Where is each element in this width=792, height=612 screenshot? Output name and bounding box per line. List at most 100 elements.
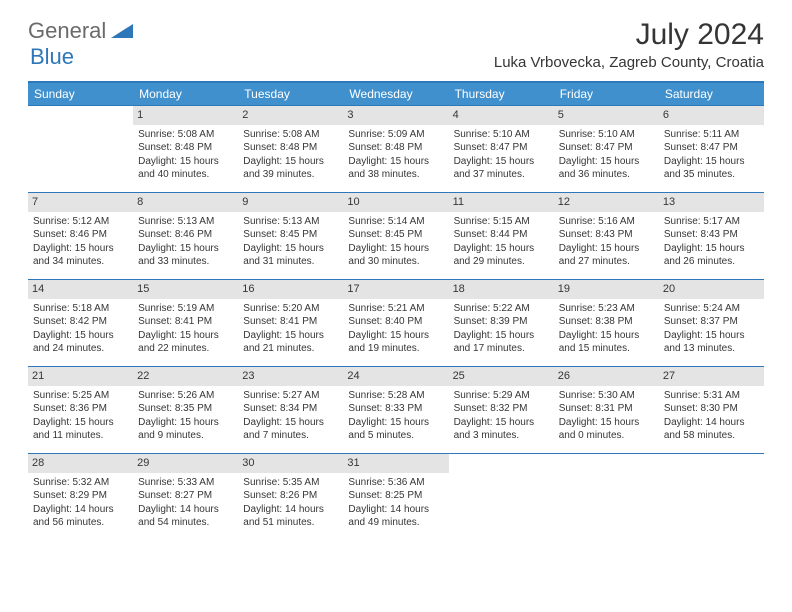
header: General July 2024 Luka Vrbovecka, Zagreb… [0, 0, 792, 75]
daylight-text: Daylight: 15 hours and 34 minutes. [33, 242, 128, 269]
sunrise-text: Sunrise: 5:22 AM [454, 302, 549, 316]
sunset-text: Sunset: 8:38 PM [559, 315, 654, 329]
sunrise-text: Sunrise: 5:20 AM [243, 302, 338, 316]
sunrise-text: Sunrise: 5:16 AM [559, 215, 654, 229]
daylight-text: Daylight: 15 hours and 7 minutes. [243, 416, 338, 443]
day-cell: 3Sunrise: 5:09 AMSunset: 8:48 PMDaylight… [343, 106, 448, 192]
sunset-text: Sunset: 8:46 PM [33, 228, 128, 242]
logo-text-blue: Blue [30, 44, 74, 69]
weekday-cell: Friday [554, 83, 659, 105]
day-cell: 9Sunrise: 5:13 AMSunset: 8:45 PMDaylight… [238, 193, 343, 279]
day-cell: 20 Sunrise: 5:24 AMSunset: 8:37 PMDayligh… [659, 280, 764, 366]
sunset-text: Sunset: 8:43 PM [664, 228, 759, 242]
daylight-text: Daylight: 14 hours and 58 minutes. [664, 416, 759, 443]
day-number: 19 [554, 280, 659, 299]
daylight-text: Daylight: 15 hours and 29 minutes. [454, 242, 549, 269]
daylight-text: Daylight: 15 hours and 11 minutes. [33, 416, 128, 443]
sunrise-text: Sunrise: 5:19 AM [138, 302, 233, 316]
sunset-text: Sunset: 8:41 PM [243, 315, 338, 329]
sunrise-text: Sunrise: 5:17 AM [664, 215, 759, 229]
weeks-container: 1Sunrise: 5:08 AMSunset: 8:48 PMDaylight… [28, 105, 764, 540]
sunset-text: Sunset: 8:31 PM [559, 402, 654, 416]
daylight-text: Daylight: 15 hours and 36 minutes. [559, 155, 654, 182]
sunrise-text: Sunrise: 5:24 AM [664, 302, 759, 316]
day-cell: 31Sunrise: 5:36 AMSunset: 8:25 PMDayligh… [343, 454, 448, 540]
day-number: 23 [238, 367, 343, 386]
logo-text-general: General [28, 18, 106, 44]
sunset-text: Sunset: 8:37 PM [664, 315, 759, 329]
day-number: 21 [28, 367, 133, 386]
sunset-text: Sunset: 8:27 PM [138, 489, 233, 503]
day-number: 20 [659, 280, 764, 299]
sunset-text: Sunset: 8:46 PM [138, 228, 233, 242]
day-number: 2 [238, 106, 343, 125]
daylight-text: Daylight: 15 hours and 15 minutes. [559, 329, 654, 356]
day-number: 28 [28, 454, 133, 473]
day-cell: 28Sunrise: 5:32 AMSunset: 8:29 PMDayligh… [28, 454, 133, 540]
day-cell [659, 454, 764, 540]
day-number: 17 [343, 280, 448, 299]
sunrise-text: Sunrise: 5:21 AM [348, 302, 443, 316]
sunset-text: Sunset: 8:32 PM [454, 402, 549, 416]
daylight-text: Daylight: 15 hours and 0 minutes. [559, 416, 654, 443]
logo: General [28, 18, 135, 44]
sunset-text: Sunset: 8:42 PM [33, 315, 128, 329]
sunrise-text: Sunrise: 5:27 AM [243, 389, 338, 403]
daylight-text: Daylight: 15 hours and 24 minutes. [33, 329, 128, 356]
sunrise-text: Sunrise: 5:08 AM [243, 128, 338, 142]
sunset-text: Sunset: 8:34 PM [243, 402, 338, 416]
calendar: SundayMondayTuesdayWednesdayThursdayFrid… [28, 81, 764, 540]
day-number: 25 [449, 367, 554, 386]
daylight-text: Daylight: 15 hours and 27 minutes. [559, 242, 654, 269]
sunrise-text: Sunrise: 5:26 AM [138, 389, 233, 403]
sunset-text: Sunset: 8:45 PM [243, 228, 338, 242]
day-cell: 27Sunrise: 5:31 AMSunset: 8:30 PMDayligh… [659, 367, 764, 453]
day-cell: 13Sunrise: 5:17 AMSunset: 8:43 PMDayligh… [659, 193, 764, 279]
sunrise-text: Sunrise: 5:33 AM [138, 476, 233, 490]
day-number: 4 [449, 106, 554, 125]
day-number: 13 [659, 193, 764, 212]
sunset-text: Sunset: 8:44 PM [454, 228, 549, 242]
sunset-text: Sunset: 8:36 PM [33, 402, 128, 416]
day-cell [28, 106, 133, 192]
day-number: 9 [238, 193, 343, 212]
sunset-text: Sunset: 8:25 PM [348, 489, 443, 503]
day-number: 24 [343, 367, 448, 386]
daylight-text: Daylight: 15 hours and 38 minutes. [348, 155, 443, 182]
sunrise-text: Sunrise: 5:35 AM [243, 476, 338, 490]
weekday-cell: Tuesday [238, 83, 343, 105]
day-cell: 25Sunrise: 5:29 AMSunset: 8:32 PMDayligh… [449, 367, 554, 453]
sunrise-text: Sunrise: 5:14 AM [348, 215, 443, 229]
week-row: 7Sunrise: 5:12 AMSunset: 8:46 PMDaylight… [28, 192, 764, 279]
daylight-text: Daylight: 15 hours and 5 minutes. [348, 416, 443, 443]
day-number: 1 [133, 106, 238, 125]
sunrise-text: Sunrise: 5:29 AM [454, 389, 549, 403]
day-number: 15 [133, 280, 238, 299]
sunrise-text: Sunrise: 5:09 AM [348, 128, 443, 142]
sunset-text: Sunset: 8:40 PM [348, 315, 443, 329]
daylight-text: Daylight: 15 hours and 13 minutes. [664, 329, 759, 356]
day-number: 30 [238, 454, 343, 473]
day-number: 11 [449, 193, 554, 212]
day-number: 7 [28, 193, 133, 212]
day-number: 8 [133, 193, 238, 212]
sunrise-text: Sunrise: 5:28 AM [348, 389, 443, 403]
day-number: 5 [554, 106, 659, 125]
sunset-text: Sunset: 8:47 PM [454, 141, 549, 155]
day-number: 12 [554, 193, 659, 212]
logo-triangle-icon [111, 20, 133, 43]
day-cell: 30Sunrise: 5:35 AMSunset: 8:26 PMDayligh… [238, 454, 343, 540]
day-cell: 16Sunrise: 5:20 AMSunset: 8:41 PMDayligh… [238, 280, 343, 366]
sunrise-text: Sunrise: 5:13 AM [243, 215, 338, 229]
day-cell: 15Sunrise: 5:19 AMSunset: 8:41 PMDayligh… [133, 280, 238, 366]
day-cell: 22Sunrise: 5:26 AMSunset: 8:35 PMDayligh… [133, 367, 238, 453]
logo-blue-text-wrap: Blue [30, 44, 74, 70]
day-cell: 26Sunrise: 5:30 AMSunset: 8:31 PMDayligh… [554, 367, 659, 453]
daylight-text: Daylight: 14 hours and 49 minutes. [348, 503, 443, 530]
weekday-cell: Monday [133, 83, 238, 105]
daylight-text: Daylight: 15 hours and 30 minutes. [348, 242, 443, 269]
sunrise-text: Sunrise: 5:11 AM [664, 128, 759, 142]
day-cell: 10Sunrise: 5:14 AMSunset: 8:45 PMDayligh… [343, 193, 448, 279]
day-number: 16 [238, 280, 343, 299]
sunset-text: Sunset: 8:45 PM [348, 228, 443, 242]
